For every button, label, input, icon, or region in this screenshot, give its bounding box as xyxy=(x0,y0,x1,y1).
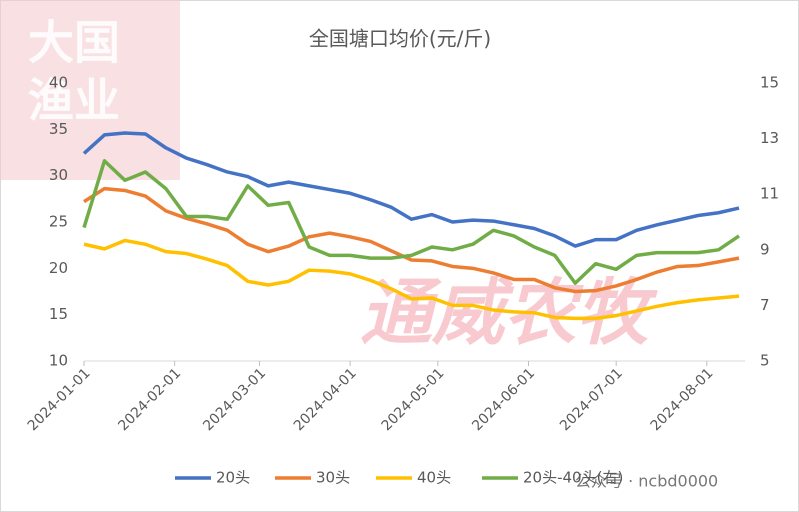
y2-tick-label: 5 xyxy=(760,352,770,370)
y2-tick-label: 15 xyxy=(760,74,779,92)
series-line xyxy=(83,186,740,294)
y2-tick-label: 9 xyxy=(760,240,770,258)
y2-tick-label: 11 xyxy=(760,185,779,203)
y-tick-label: 30 xyxy=(49,166,68,184)
legend-label: 30头 xyxy=(316,469,350,487)
series-line xyxy=(82,159,740,285)
y-tick-label: 25 xyxy=(49,213,68,231)
y-tick-label: 15 xyxy=(49,305,68,323)
series-line xyxy=(83,238,740,321)
y2-tick-label: 13 xyxy=(760,129,779,147)
watermark: 大国 xyxy=(28,16,120,70)
y-tick-label: 10 xyxy=(49,352,68,370)
legend-label: 20头 xyxy=(216,469,250,487)
y-tick-label: 40 xyxy=(49,74,68,92)
watermark: 公众号 · ncbd0000 xyxy=(575,472,718,491)
y-tick-label: 20 xyxy=(49,259,68,277)
watermark: 渔业 xyxy=(28,74,120,128)
legend-label: 40头 xyxy=(417,469,451,487)
legend-label: 20头-40头(右) xyxy=(523,469,623,487)
y2-tick-label: 7 xyxy=(760,296,770,314)
chart-title: 全国塘口均价(元/斤) xyxy=(309,27,491,51)
series-line xyxy=(82,131,740,248)
y-tick-label: 35 xyxy=(49,120,68,138)
